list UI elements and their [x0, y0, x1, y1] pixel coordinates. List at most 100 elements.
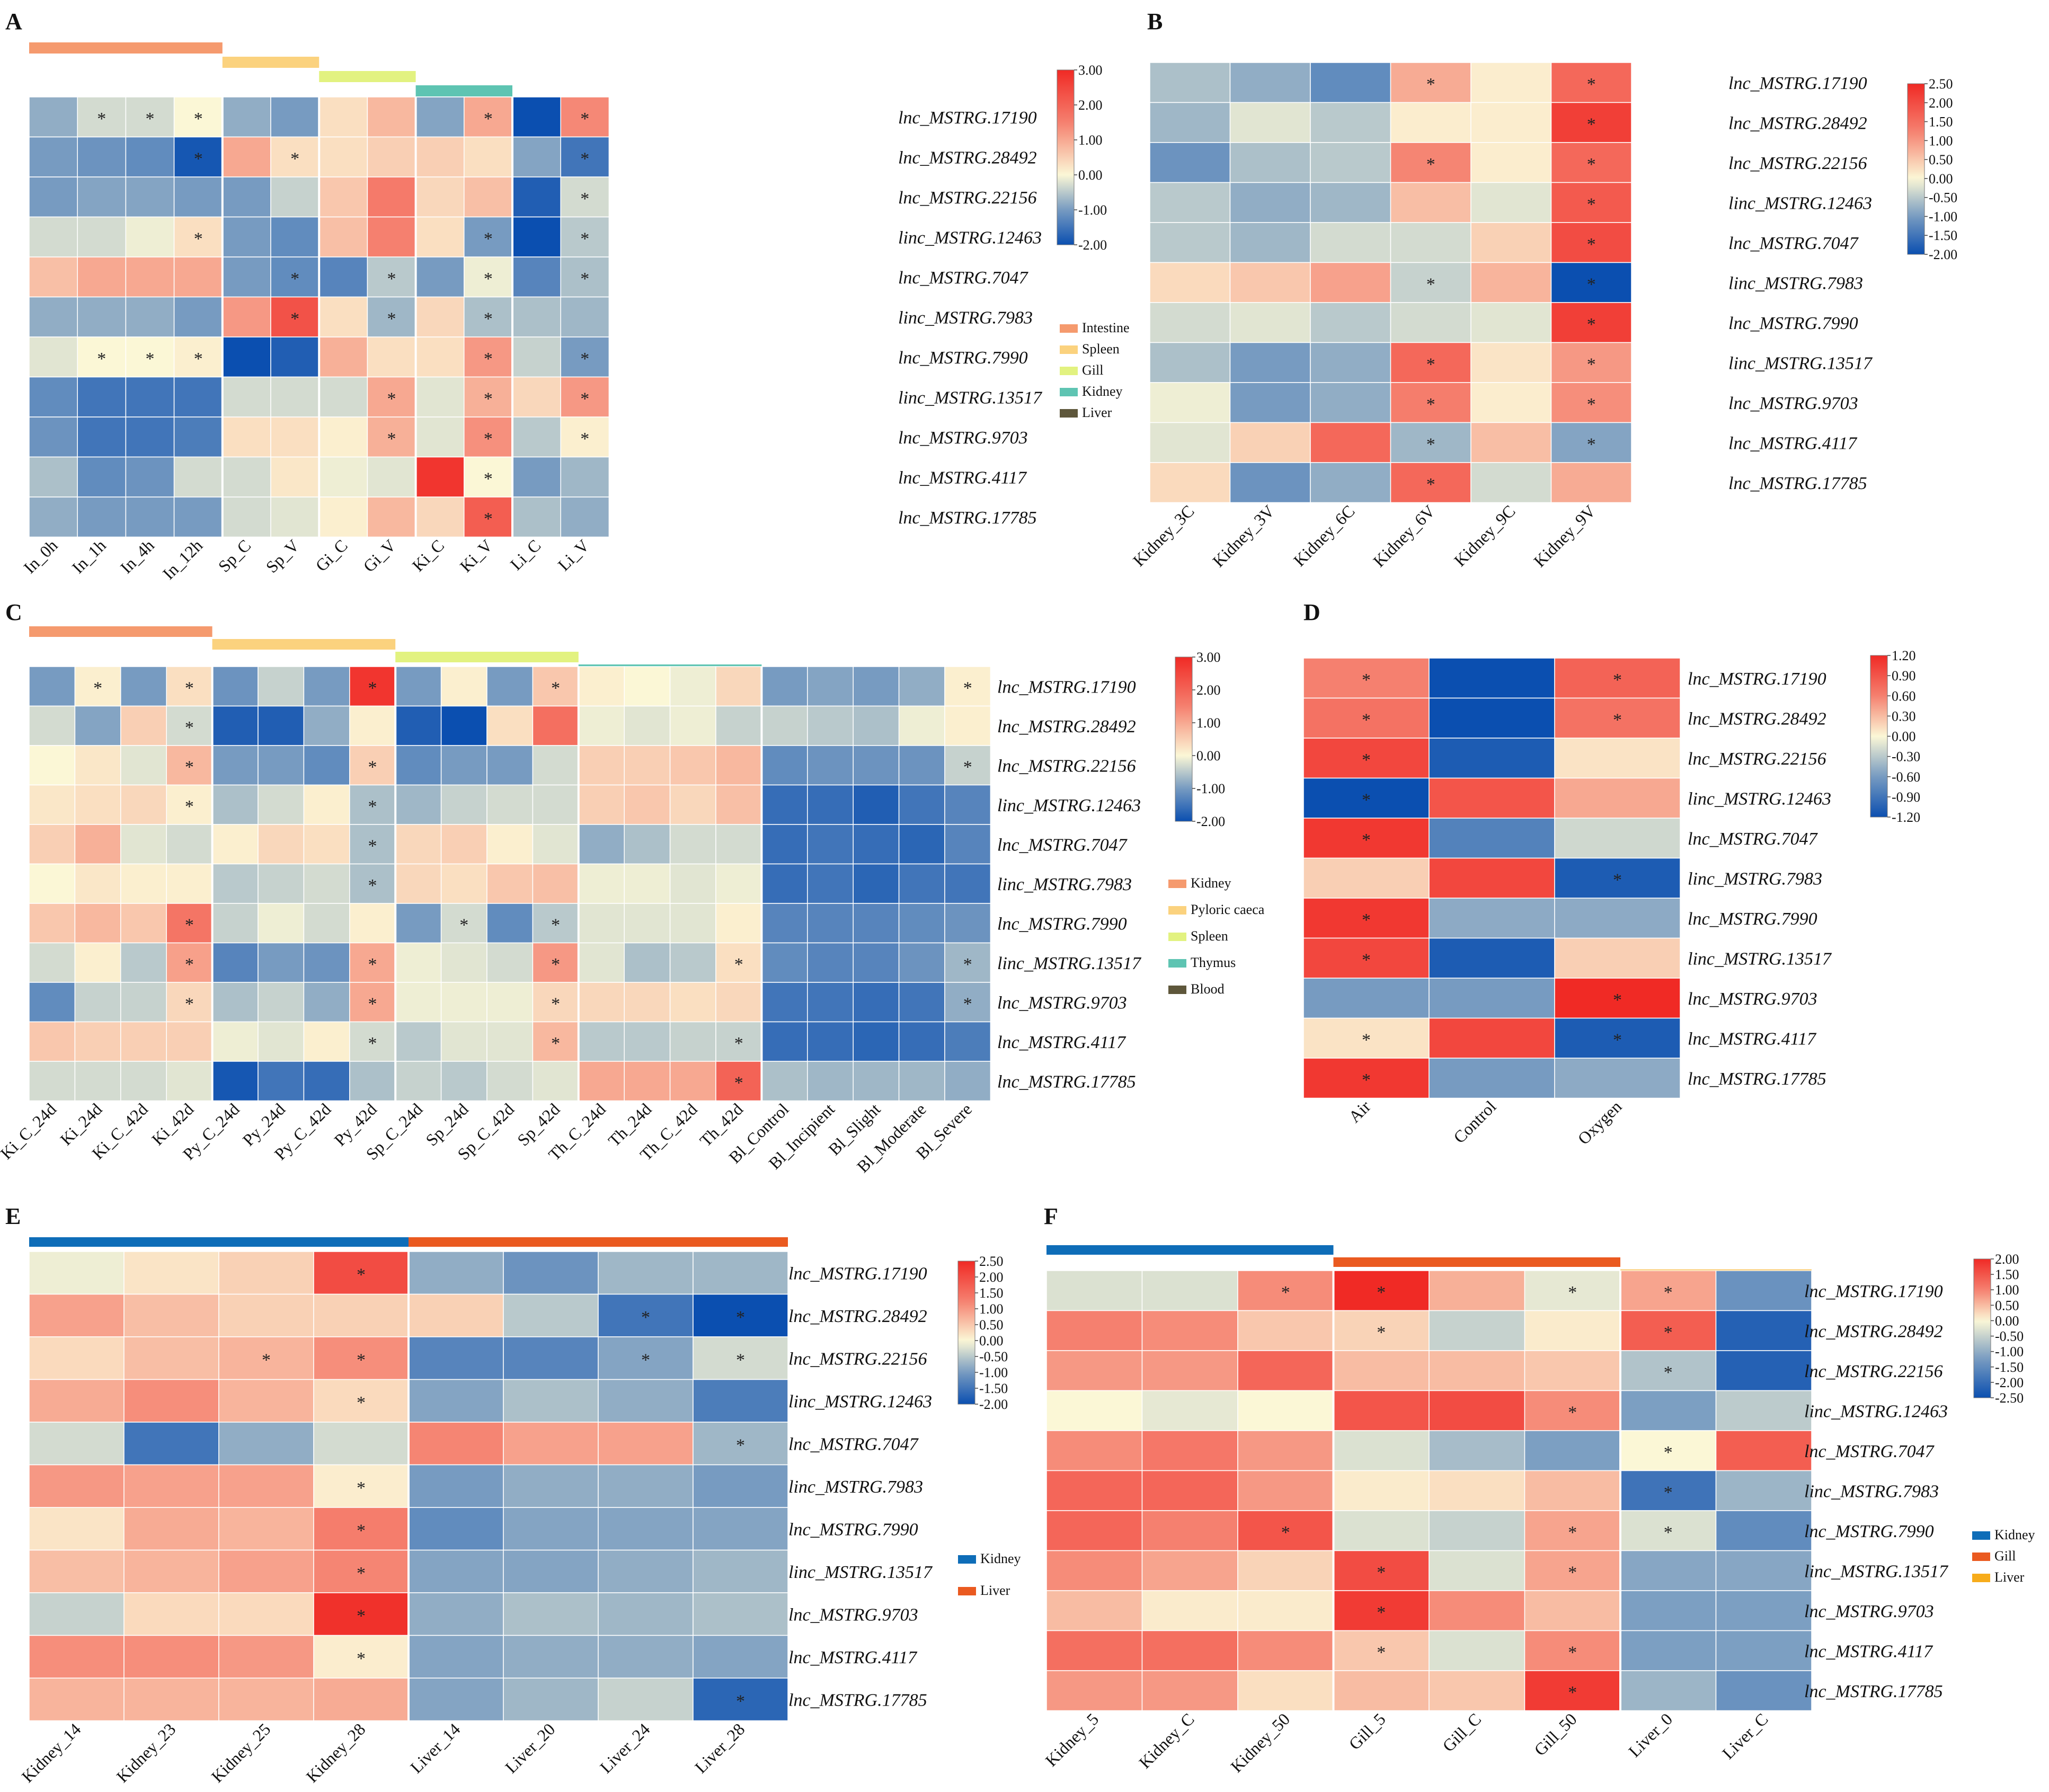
significance-star: *	[357, 1265, 366, 1284]
heatmap-cell	[1715, 1550, 1812, 1591]
heatmap-cell	[211, 1061, 259, 1102]
heatmap-cell	[898, 903, 945, 944]
row-label: linc_MSTRG.13517	[1688, 949, 1832, 969]
significance-star: *	[1613, 670, 1622, 690]
heatmap-cell	[1524, 1550, 1621, 1591]
heatmap-cell	[77, 176, 127, 218]
heatmap-cell	[578, 745, 625, 786]
heatmap-cell	[669, 666, 716, 707]
color-scale-tick-label: 0.00	[1995, 1313, 2019, 1328]
group-bar-gill	[319, 71, 416, 82]
heatmap-cell	[532, 784, 579, 825]
heatmap-cell	[1550, 342, 1632, 383]
heatmap-cell	[486, 903, 534, 944]
heatmap-cell	[1620, 1590, 1717, 1631]
heatmap-cell	[29, 942, 76, 983]
heatmap-cell	[1554, 857, 1681, 899]
color-scale-tick-label: 0.90	[1892, 668, 1916, 684]
heatmap-cell	[166, 1061, 213, 1102]
heatmap-cell	[669, 824, 716, 865]
heatmap-cell	[408, 1549, 504, 1593]
color-scale-tick-label: 1.00	[979, 1301, 1004, 1317]
heatmap-cell	[944, 666, 991, 707]
heatmap-cell	[898, 666, 945, 707]
heatmap-cell	[29, 1379, 125, 1423]
color-scale-tick-label: 2.00	[1196, 682, 1221, 698]
heatmap-cell	[123, 1293, 219, 1337]
heatmap-cell	[318, 376, 368, 418]
heatmap-cell	[1620, 1630, 1717, 1671]
significance-star: *	[185, 994, 194, 1014]
heatmap-cell	[1229, 342, 1311, 383]
significance-star: *	[1377, 1643, 1386, 1662]
heatmap-cell	[395, 1021, 442, 1062]
heatmap-cell	[898, 1021, 945, 1062]
heatmap-cell	[318, 336, 368, 378]
heatmap-cell	[1390, 102, 1471, 143]
heatmap-cell	[218, 1635, 314, 1679]
heatmap-cell	[1149, 342, 1231, 383]
heatmap-cell	[1524, 1430, 1621, 1471]
significance-star: *	[1568, 1403, 1577, 1422]
heatmap-cell	[1303, 1017, 1430, 1059]
significance-star: *	[357, 1649, 366, 1669]
heatmap-cell	[807, 942, 854, 983]
heatmap-cell	[318, 496, 368, 538]
heatmap-cell	[211, 824, 259, 865]
heatmap-cell	[1141, 1470, 1238, 1511]
significance-star: *	[580, 229, 589, 249]
significance-star: *	[551, 678, 560, 698]
heatmap-cell	[77, 256, 127, 298]
significance-star: *	[1426, 475, 1435, 494]
heatmap-cell	[1237, 1670, 1334, 1711]
heatmap-cell	[258, 1061, 305, 1102]
row-label: linc_MSTRG.12463	[997, 796, 1141, 815]
legend-swatch	[1972, 1553, 1990, 1561]
heatmap-cell	[1429, 1058, 1555, 1099]
row-label: lnc_MSTRG.22156	[788, 1349, 927, 1369]
heatmap-cell	[415, 496, 465, 538]
heatmap-cell	[1524, 1390, 1621, 1431]
heatmap-cell	[318, 216, 368, 258]
significance-star: *	[185, 678, 194, 698]
significance-star: *	[641, 1350, 650, 1370]
heatmap-cell	[853, 1061, 900, 1102]
heatmap-cell	[29, 863, 76, 904]
color-scale-bar	[1057, 69, 1075, 245]
heatmap-cell	[29, 176, 78, 218]
heatmap-cell	[578, 863, 625, 904]
heatmap-cell	[1620, 1350, 1717, 1391]
heatmap-cell	[313, 1379, 409, 1423]
significance-star: *	[1568, 1283, 1577, 1302]
heatmap-cell	[218, 1507, 314, 1551]
heatmap-cell	[1149, 462, 1231, 503]
heatmap-cell	[74, 1061, 121, 1102]
heatmap-cell	[211, 903, 259, 944]
color-scale-bar	[1907, 83, 1925, 255]
heatmap-cell	[222, 296, 271, 338]
heatmap-cell	[624, 863, 671, 904]
heatmap-cell	[1237, 1430, 1334, 1471]
significance-star: *	[1664, 1483, 1673, 1502]
significance-star: *	[262, 1350, 271, 1370]
heatmap-cell	[211, 863, 259, 904]
heatmap-cell	[123, 1678, 219, 1722]
heatmap-cell	[313, 1592, 409, 1636]
heatmap-cell	[1237, 1390, 1334, 1431]
heatmap-cell	[77, 376, 127, 418]
heatmap-cell	[1229, 102, 1311, 143]
color-scale-tick-label: 1.50	[979, 1285, 1004, 1301]
heatmap-cell	[1550, 462, 1632, 503]
heatmap-cell	[1310, 222, 1391, 263]
heatmap-cell	[853, 666, 900, 707]
heatmap-cell	[578, 666, 625, 707]
row-label: lnc_MSTRG.9703	[1804, 1602, 1934, 1621]
legend-label: Kidney	[980, 1551, 1021, 1566]
heatmap-cell	[120, 745, 167, 786]
heatmap-cell	[1229, 222, 1311, 263]
heatmap-cell	[166, 1021, 213, 1062]
heatmap-cell	[1429, 1310, 1525, 1351]
heatmap-cell	[560, 176, 610, 218]
color-scale-tick-label: -0.30	[1892, 749, 1920, 765]
heatmap-cell	[173, 176, 223, 218]
